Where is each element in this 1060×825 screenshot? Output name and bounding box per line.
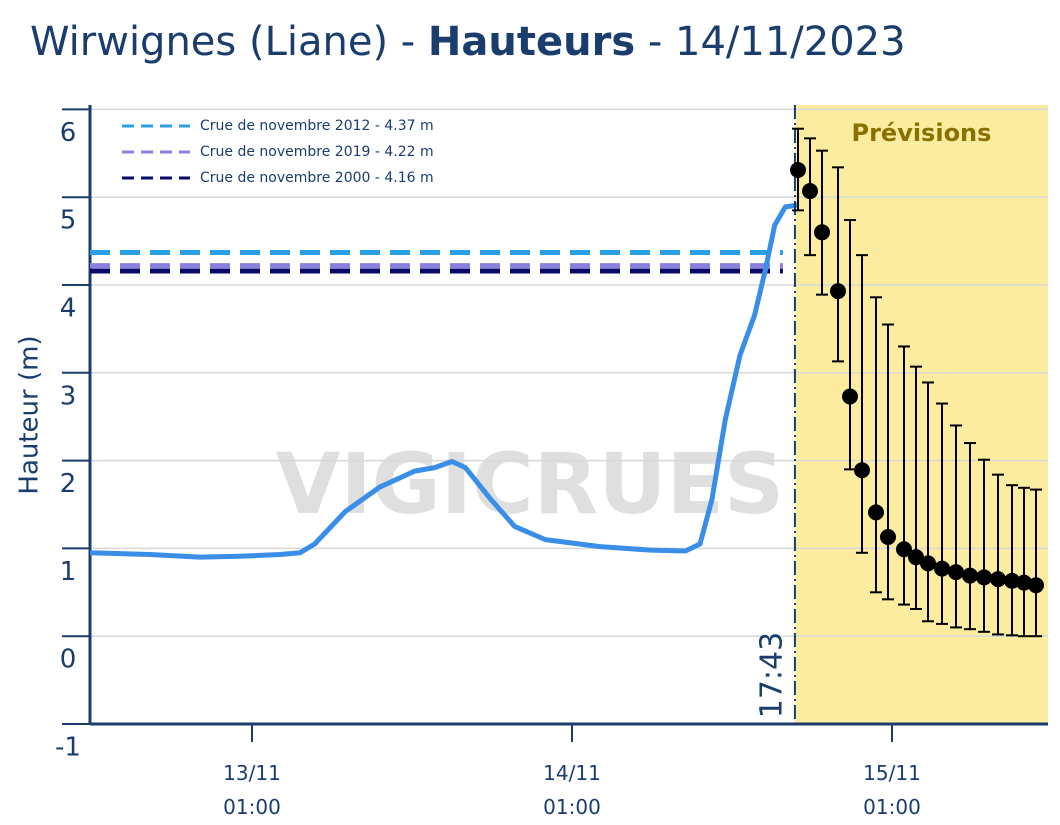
y-tick-label: 4 <box>60 293 77 323</box>
forecast-point <box>1016 574 1032 591</box>
forecast-point <box>962 567 978 584</box>
chart-title: Wirwignes (Liane) - Hauteurs - 14/11/202… <box>30 19 906 65</box>
forecast-point <box>990 571 1006 588</box>
watermark: VIGICRUES <box>276 435 785 533</box>
title-bold: Hauteurs <box>428 19 635 65</box>
forecast-point <box>896 541 912 558</box>
y-tick-label: 1 <box>60 557 77 587</box>
y-tick-label: 2 <box>60 469 77 499</box>
now-label: 17:43 <box>754 632 789 718</box>
forecast-point <box>934 560 950 577</box>
observed-line <box>89 202 798 560</box>
forecast-point <box>842 388 858 405</box>
y-axis-label: Hauteur (m) <box>15 335 45 494</box>
x-tick-line: 15/11 <box>863 761 921 785</box>
forecast-point <box>814 224 830 241</box>
y-tick-label: 5 <box>60 206 77 236</box>
forecast-point <box>854 462 870 479</box>
y-tick-label: 6 <box>60 118 77 148</box>
x-tick-line: 14/11 <box>543 761 601 785</box>
y-tick-label: -1 <box>55 733 81 763</box>
forecast-point <box>868 504 884 521</box>
forecast-point <box>790 161 806 178</box>
y-tick-label: 0 <box>60 645 77 675</box>
title-suffix: - 14/11/2023 <box>648 19 906 65</box>
forecast-point <box>880 528 896 545</box>
forecast-point <box>1028 577 1044 594</box>
forecast-point <box>948 564 964 581</box>
x-tick-line: 01:00 <box>863 795 921 819</box>
forecast-point <box>976 569 992 586</box>
legend-label: Crue de novembre 2012 - 4.37 m <box>200 118 434 134</box>
forecast-point <box>802 183 818 200</box>
legend-label: Crue de novembre 2000 - 4.16 m <box>200 170 434 186</box>
forecast-point <box>920 555 936 572</box>
x-tick-label: 14/11 01:00 <box>543 761 601 819</box>
x-tick-line: 01:00 <box>543 795 601 819</box>
forecast-point <box>1004 572 1020 589</box>
forecast-label: Prévisions <box>851 119 991 147</box>
forecast-point <box>830 283 846 300</box>
x-tick-label: 13/11 01:00 <box>223 761 281 819</box>
x-tick-line: 01:00 <box>223 795 281 819</box>
x-tick-line: 13/11 <box>223 761 281 785</box>
forecast-point <box>908 549 924 566</box>
legend-label: Crue de novembre 2019 - 4.22 m <box>200 144 434 160</box>
y-tick-label: 3 <box>60 381 77 411</box>
x-tick-label: 15/11 01:00 <box>863 761 921 819</box>
title-prefix: Wirwignes (Liane) - <box>30 19 415 65</box>
